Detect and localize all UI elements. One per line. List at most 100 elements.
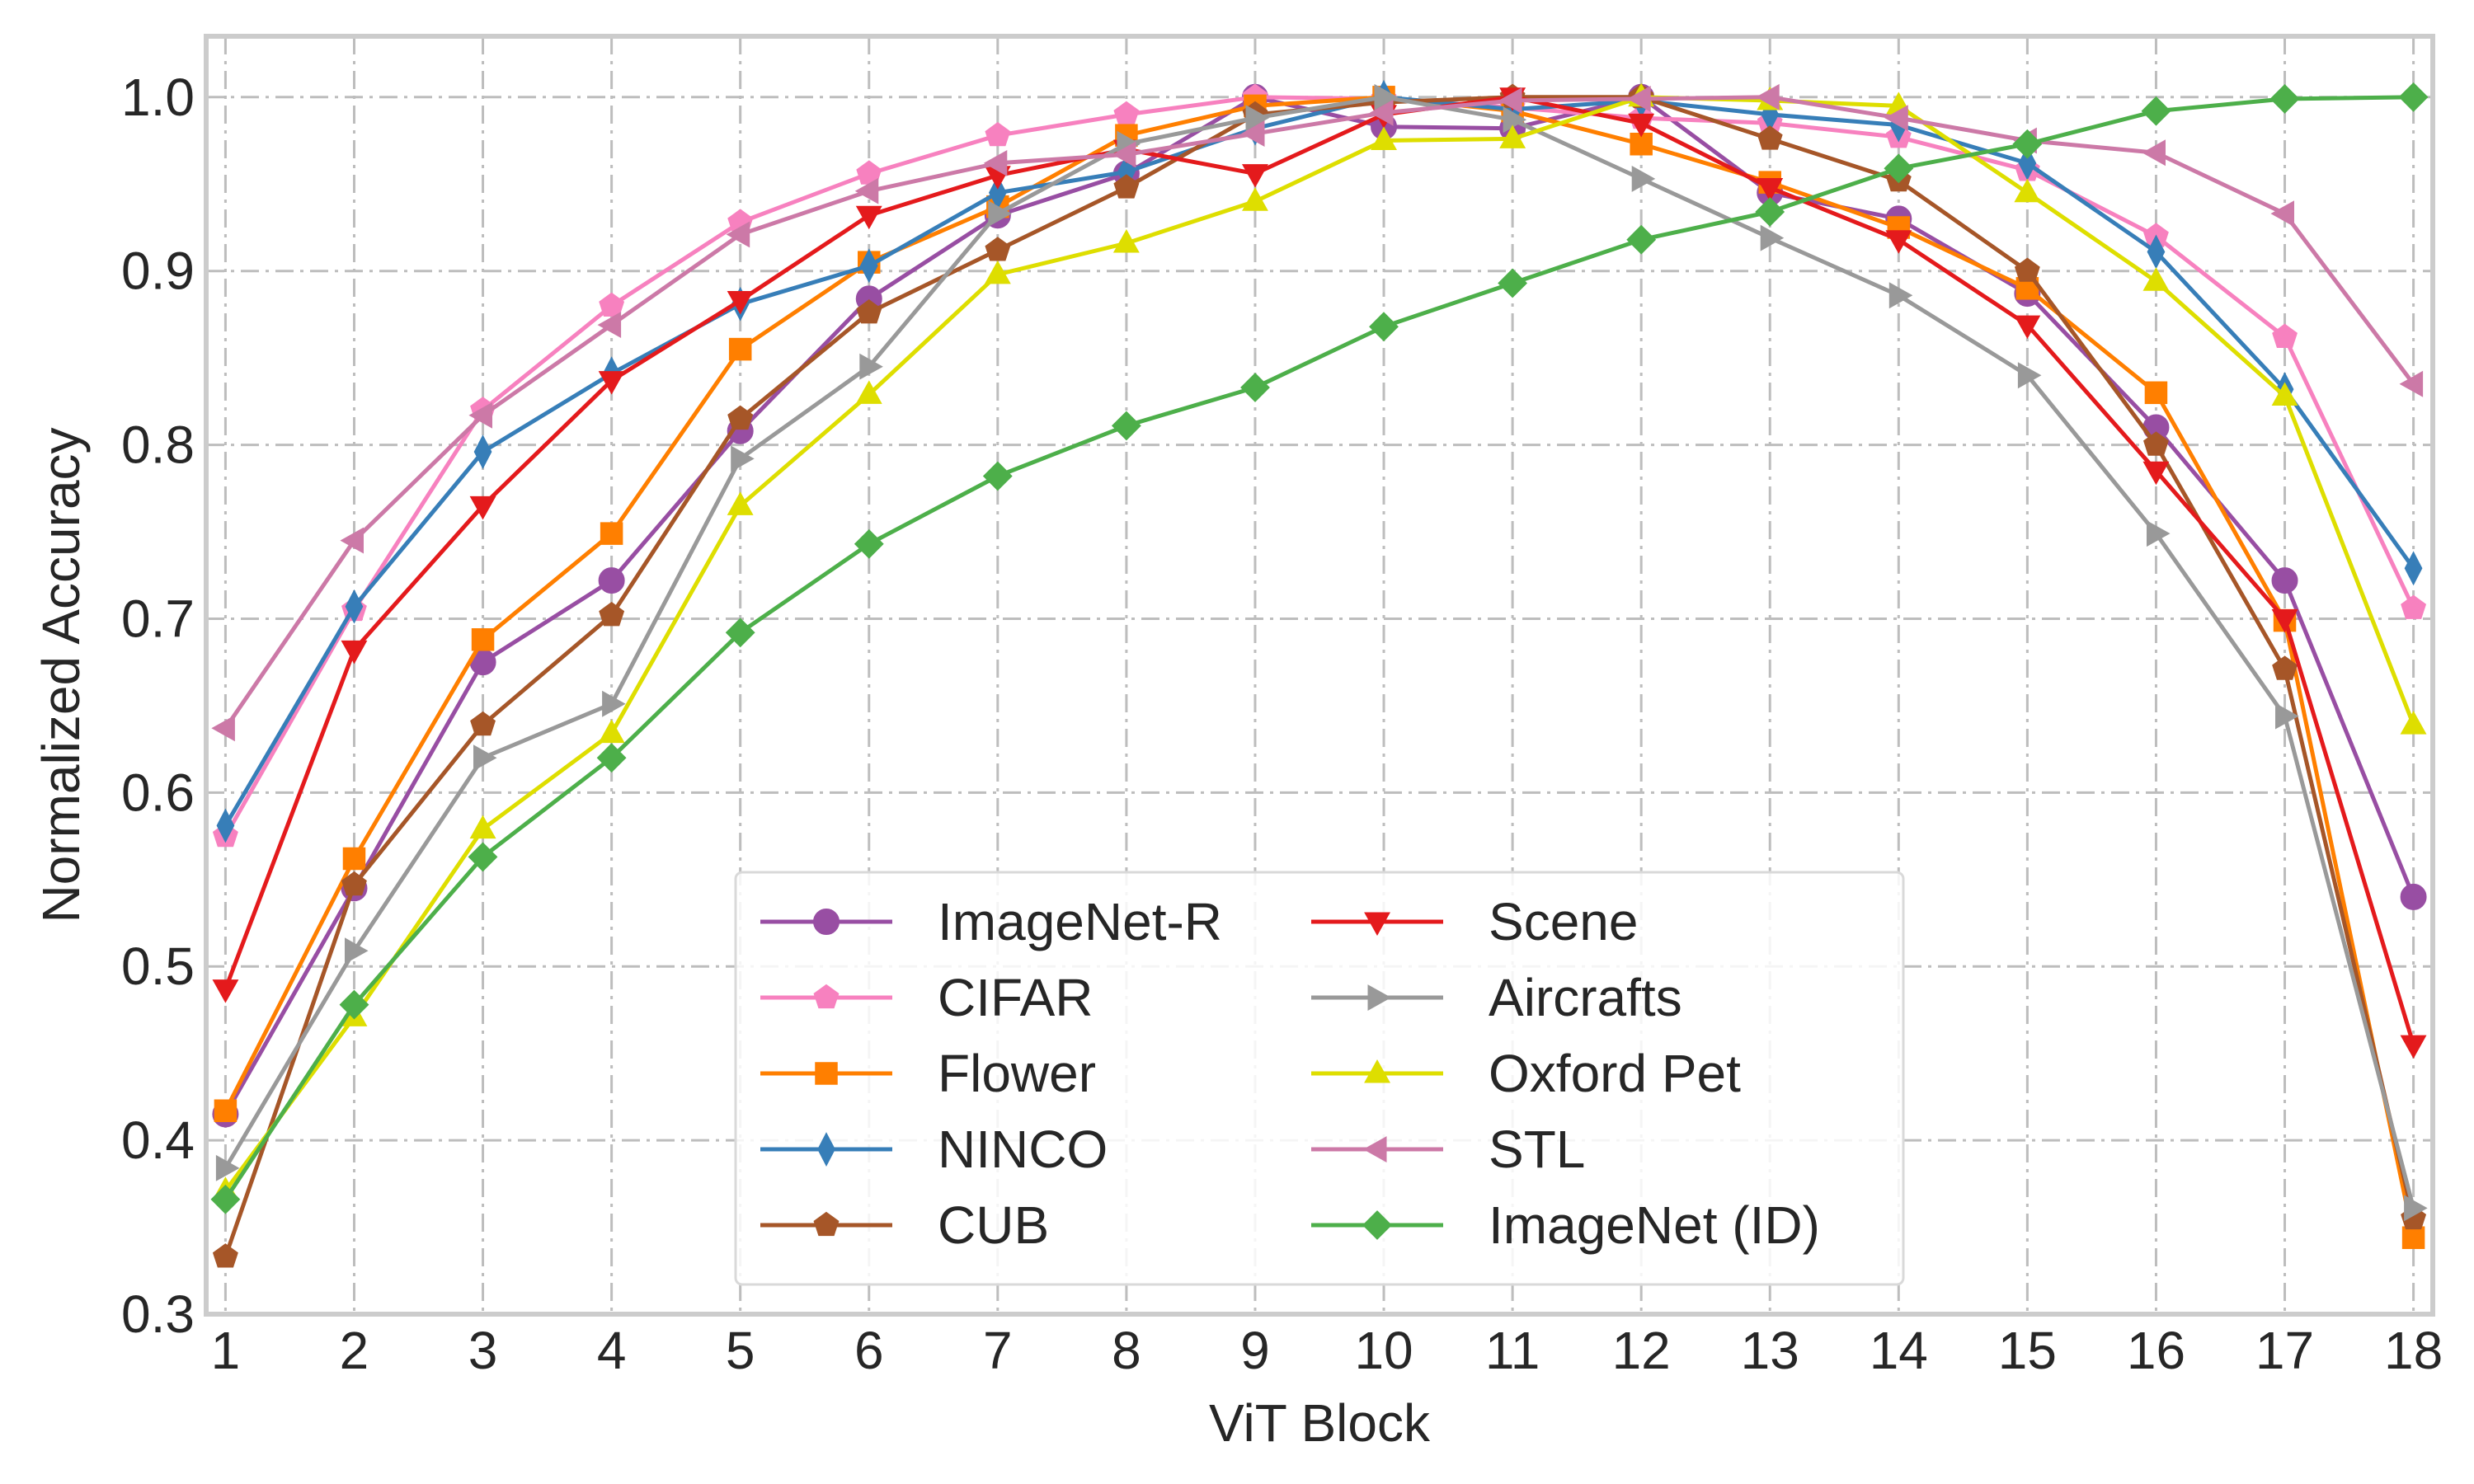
legend-label-scene: Scene — [1489, 892, 1638, 951]
data-point-scene — [212, 979, 239, 1003]
data-point-flower — [600, 522, 623, 545]
data-point-aircrafts — [345, 937, 369, 965]
data-point-stl — [468, 402, 492, 429]
data-point-imagenet-id — [2269, 83, 2300, 114]
data-point-aircrafts — [2017, 362, 2042, 389]
data-point-oxford-pet — [1112, 228, 1140, 253]
plot-area-frame — [204, 34, 2435, 1317]
data-point-stl — [1884, 105, 1908, 132]
data-point-cub — [1757, 125, 1783, 150]
data-point-imagenet-id — [854, 528, 884, 559]
series-oxford-pet — [212, 82, 2427, 1200]
data-point-imagenet-id — [339, 989, 369, 1020]
data-point-flower — [471, 628, 495, 651]
data-point-ninco — [2018, 146, 2037, 181]
data-point-oxford-pet — [855, 380, 882, 404]
x-tick-label: 15 — [1998, 1321, 2057, 1380]
data-point-imagenet-id — [210, 1184, 241, 1214]
x-tick-label: 16 — [2127, 1321, 2185, 1380]
data-point-stl — [1112, 141, 1136, 168]
data-point-ninco — [2147, 234, 2166, 270]
data-point-flower — [1630, 132, 1653, 156]
data-point-flower — [214, 1099, 238, 1123]
data-point-cub — [985, 237, 1011, 261]
data-point-aircrafts — [859, 353, 883, 380]
data-point-cifar — [599, 292, 625, 317]
data-point-aircrafts — [1245, 105, 1270, 132]
data-point-aircrafts — [2147, 520, 2171, 547]
x-tick-label: 11 — [1485, 1321, 1540, 1380]
legend-item-scene: Scene — [1311, 892, 1638, 951]
legend-item-cub: CUB — [760, 1195, 1049, 1255]
data-point-stl — [1627, 85, 1651, 112]
data-point-aircrafts — [2404, 1195, 2428, 1222]
legend-label-cub: CUB — [938, 1195, 1049, 1255]
data-point-stl — [1756, 83, 1780, 110]
series-line-imagenet-id — [223, 95, 2414, 1201]
legend-item-flower: Flower — [760, 1044, 1096, 1103]
data-point-scene — [2142, 461, 2170, 486]
data-point-cub — [2272, 655, 2298, 680]
data-point-imagenet-id — [1369, 312, 1399, 342]
legend-marker-imagenet-id — [1362, 1210, 1392, 1240]
y-tick-label: 0.7 — [121, 589, 195, 648]
legend: ImageNet-R CIFAR Flower NINCO CUB Scene Aircra… — [734, 871, 1905, 1286]
data-point-flower — [342, 847, 366, 871]
y-tick-label: 0.4 — [121, 1111, 195, 1170]
legend-marker-imagenet-r — [813, 909, 840, 935]
data-point-imagenet-id — [1884, 153, 1914, 184]
data-point-scene — [1628, 113, 1655, 138]
data-point-stl — [1498, 87, 1522, 115]
data-point-oxford-pet — [2400, 711, 2427, 735]
x-tick-label: 3 — [468, 1321, 498, 1380]
legend-label-imagenet-r: ImageNet-R — [938, 892, 1222, 951]
x-tick-label: 9 — [1240, 1321, 1270, 1380]
data-point-aircrafts — [215, 1154, 240, 1181]
x-tick-label: 4 — [597, 1321, 627, 1380]
data-point-scene — [2400, 1035, 2427, 1059]
series-line-stl — [223, 95, 2415, 730]
data-point-stl — [1240, 120, 1265, 148]
data-point-ninco — [345, 589, 364, 624]
data-point-cifar — [2272, 323, 2298, 348]
legend-label-ninco: NINCO — [938, 1120, 1108, 1179]
series-line-scene — [223, 95, 2415, 1045]
x-tick-label: 1 — [211, 1321, 241, 1380]
y-tick-label: 0.5 — [121, 937, 195, 996]
series-line-flower — [223, 95, 2416, 1238]
legend-label-stl: STL — [1489, 1120, 1585, 1179]
x-tick-label: 8 — [1112, 1321, 1141, 1380]
series-flower — [214, 86, 2425, 1249]
data-point-oxford-pet — [2142, 267, 2170, 291]
y-tick-label: 1.0 — [121, 68, 195, 127]
data-point-oxford-pet — [469, 815, 496, 839]
legend-marker-cub — [813, 1211, 840, 1237]
legend-label-imagenet-id: ImageNet (ID) — [1489, 1195, 1820, 1255]
x-tick-label: 2 — [340, 1321, 369, 1380]
data-point-cifar — [1113, 101, 1140, 125]
data-point-aircrafts — [1888, 282, 1913, 309]
data-point-imagenet-r — [2400, 883, 2427, 910]
data-point-oxford-pet — [1371, 126, 1398, 150]
x-tick-label: 6 — [854, 1321, 884, 1380]
y-tick-label: 0.6 — [121, 763, 195, 822]
legend-item-aircrafts: Aircrafts — [1311, 968, 1682, 1027]
data-point-cub — [2143, 431, 2169, 456]
data-point-aircrafts — [602, 690, 626, 717]
data-point-imagenet-r — [2271, 567, 2298, 594]
data-point-scene — [1885, 230, 1912, 254]
data-point-cifar — [2401, 594, 2427, 619]
data-point-oxford-pet — [1499, 124, 1526, 148]
data-point-imagenet-id — [1498, 268, 1528, 298]
data-point-scene — [2271, 609, 2298, 633]
x-tick-label: 13 — [1741, 1321, 1799, 1380]
series-layer — [210, 79, 2429, 1268]
data-point-imagenet-id — [596, 743, 627, 773]
data-point-scene — [727, 291, 754, 315]
data-point-stl — [2270, 200, 2294, 228]
x-tick-label: 12 — [1612, 1321, 1671, 1380]
data-point-cub — [2014, 257, 2040, 282]
data-point-imagenet-id — [468, 842, 498, 872]
legend-label-flower: Flower — [938, 1044, 1096, 1103]
legend-marker-flower — [815, 1062, 838, 1085]
